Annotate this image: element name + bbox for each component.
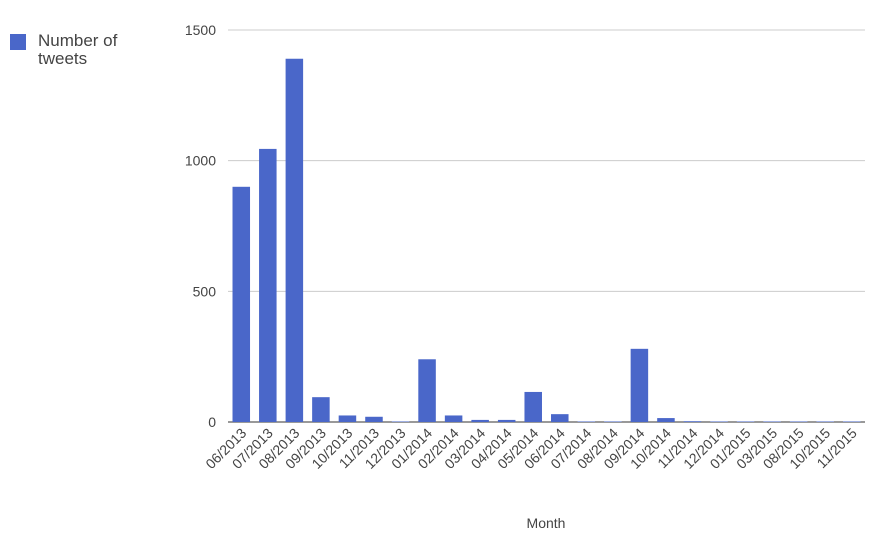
bar bbox=[471, 419, 489, 422]
y-tick-label: 0 bbox=[208, 414, 216, 430]
legend-label: Number of tweets bbox=[38, 31, 118, 68]
bar bbox=[816, 421, 834, 422]
bar bbox=[763, 421, 781, 422]
bar bbox=[683, 421, 702, 422]
bar bbox=[259, 148, 277, 422]
y-tick-label: 500 bbox=[193, 283, 217, 299]
bar bbox=[285, 58, 304, 422]
bar bbox=[604, 421, 622, 422]
bar bbox=[444, 415, 463, 422]
bar bbox=[551, 414, 569, 422]
bar bbox=[657, 418, 675, 422]
bar bbox=[524, 391, 542, 422]
bar bbox=[338, 415, 357, 422]
bar bbox=[365, 416, 383, 422]
bar bbox=[497, 419, 516, 422]
bar bbox=[842, 421, 861, 422]
bar bbox=[312, 397, 330, 422]
bar bbox=[232, 186, 251, 422]
bar bbox=[789, 421, 808, 422]
bar bbox=[710, 421, 728, 422]
legend: Number of tweets bbox=[10, 32, 148, 68]
y-tick-label: 1500 bbox=[185, 22, 216, 38]
x-axis-title: Month bbox=[527, 515, 566, 531]
bar bbox=[577, 421, 596, 422]
bar bbox=[391, 421, 410, 422]
legend-swatch bbox=[10, 34, 26, 50]
bar bbox=[736, 421, 755, 422]
bar bbox=[418, 359, 436, 422]
y-tick-label: 1000 bbox=[185, 153, 216, 169]
bar bbox=[630, 348, 649, 422]
